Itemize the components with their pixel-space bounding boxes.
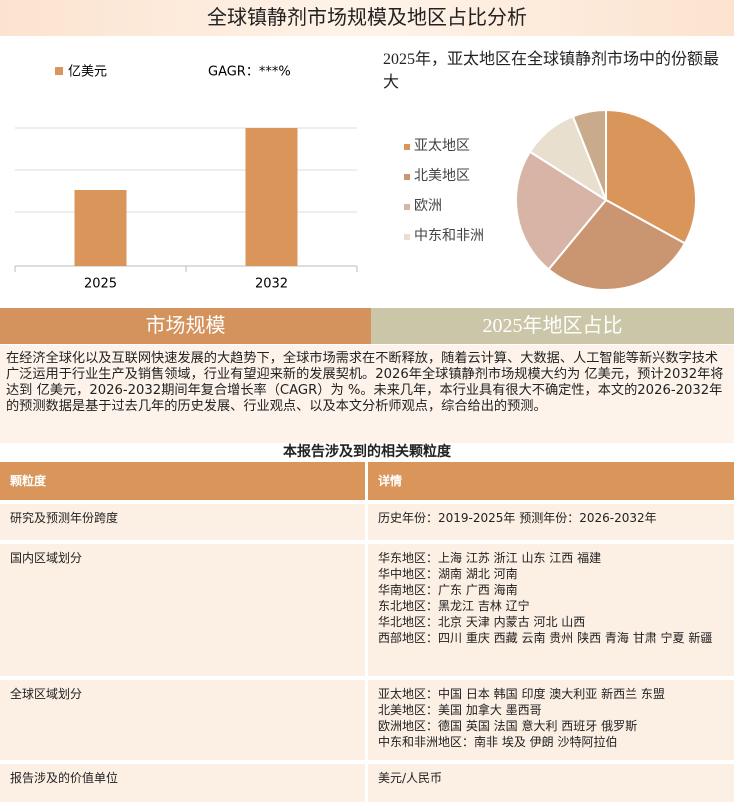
cell-line: 历史年份：2019-2025年 预测年份：2026-2032年 [378,511,657,525]
legend-item: 中东和非洲 [414,228,484,244]
table-cell: 美元/人民币 [368,764,734,802]
x-tick-label: 2032 [255,277,288,292]
table-cell: 华东地区：上海 江苏 浙江 山东 江西 福建 华中地区：湖南 湖北 河南 华南地区：… [368,544,734,676]
cell-line: 欧洲地区：德国 英国 法国 意大利 西班牙 俄罗斯 [378,719,638,733]
annotation: GAGR：***% [208,65,291,80]
pie-title: 2025年，亚太地区在全球镇静剂市场中的份额最大 [383,51,720,91]
legend-label: 亿美元 [68,65,107,80]
legend-swatch [404,144,410,150]
cell-line: 东北地区：黑龙江 吉林 辽宁 [378,599,530,613]
pie-slice [571,108,607,201]
table-cell: 报告涉及的价值单位 [0,764,365,802]
legend-label: 欧洲 [414,198,442,214]
cell-line: 华东地区：上海 江苏 浙江 山东 江西 福建 [378,551,602,565]
legend-swatch [404,174,410,180]
intro-text: 在经济全球化以及互联网快速发展的大趋势下，全球市场需求在不断释放，随着云计算、大… [0,345,734,443]
cell-line: 华中地区：湖南 湖北 河南 [378,567,518,581]
pie-slice [547,198,687,291]
table-title: 本报告涉及到的相关颗粒度 [283,444,451,460]
tab: 2025年地区占比 [371,308,734,344]
pie-slice [515,150,608,271]
legend-label: 北美地区 [414,168,470,184]
legend-item: 北美地区 [414,168,470,184]
legend-item: 欧洲 [414,198,442,214]
bar [74,190,127,266]
tab: 市场规模 [0,308,371,344]
table-cell: 国内区域划分 [0,544,365,676]
x-tick-label: 2025 [84,277,117,292]
cell-line: 华北地区：北京 天津 内蒙古 河北 山西 [378,615,586,629]
cell-line: 北美地区：美国 加拿大 墨西哥 [378,703,542,717]
legend-label: 中东和非洲 [414,228,484,244]
page-title: 全球镇静剂市场规模及地区占比分析 [0,0,734,36]
pie-slice [605,108,697,245]
legend-label: 亚太地区 [414,138,470,154]
table-header: 颗粒度 [0,462,365,500]
bar [245,128,298,266]
table-cell: 全球区域划分 [0,680,365,760]
cell-line: 亚太地区：中国 日本 韩国 印度 澳大利亚 新西兰 东盟 [378,687,665,701]
table: 颗粒度 详情 研究及预测年份跨度 历史年份：2019-2025年 预测年份：2026-… [0,462,734,810]
table-cell: 历史年份：2019-2025年 预测年份：2026-2032年 [368,504,734,540]
cell-line: 中东和非洲地区：南非 埃及 伊朗 沙特阿拉伯 [378,735,618,749]
legend-item: 亚太地区 [414,138,470,154]
legend-swatch [404,204,410,210]
legend-swatch [55,67,63,75]
cell-line: 美元/人民币 [378,771,443,785]
cell-line: 西部地区：四川 重庆 西藏 云南 贵州 陕西 青海 甘肃 宁夏 新疆 [378,631,713,645]
cell-line: 华南地区：广东 广西 海南 [378,583,518,597]
table-cell: 研究及预测年份跨度 [0,504,365,540]
table-header: 详情 [368,462,734,500]
legend-swatch [404,234,410,240]
table-cell: 亚太地区：中国 日本 韩国 印度 澳大利亚 新西兰 东盟 北美地区：美国 加拿大 … [368,680,734,760]
